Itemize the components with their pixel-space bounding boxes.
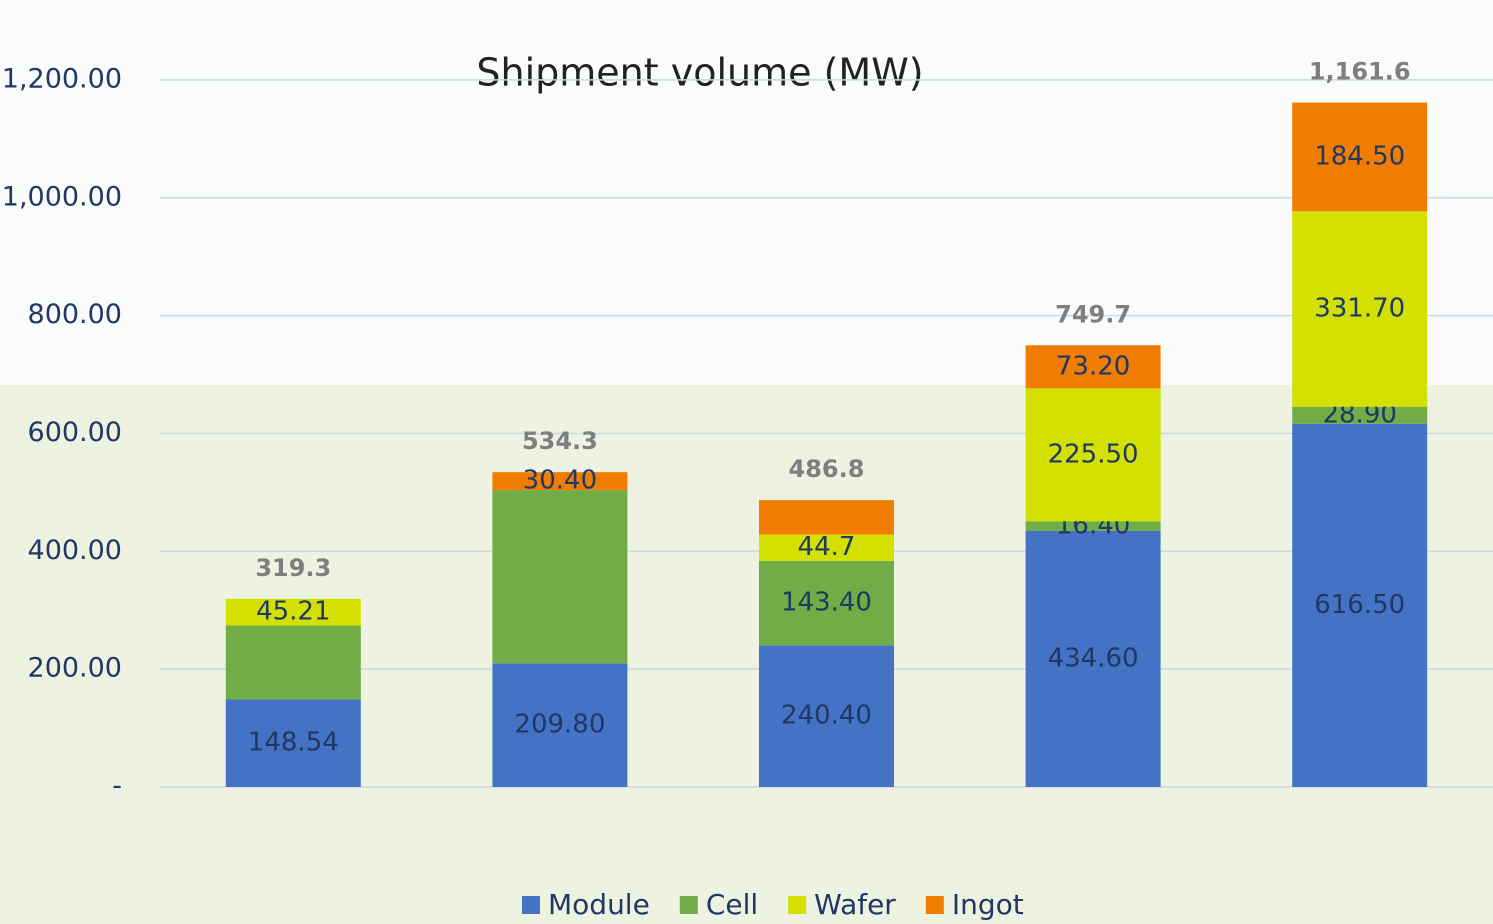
legend-swatch: [926, 896, 944, 914]
legend-swatch: [788, 896, 806, 914]
data-label: 44.7: [798, 532, 856, 562]
y-tick-label: 600.00: [28, 417, 122, 448]
total-label: 486.8: [789, 455, 865, 483]
legend-label: Wafer: [814, 888, 896, 921]
chart: Shipment volume (MW) - 200.00 400.00 600.00…: [0, 0, 1493, 924]
total-label: 534.3: [522, 427, 598, 455]
bar-segment: [226, 625, 361, 699]
legend-swatch: [680, 896, 698, 914]
chart-title: Shipment volume (MW): [476, 51, 923, 95]
legend-label: Ingot: [952, 888, 1024, 921]
data-label: 45.21: [256, 597, 330, 627]
legend-swatch: [522, 896, 540, 914]
data-label: 73.20: [1056, 351, 1130, 381]
y-tick-label: 1,200.00: [2, 63, 122, 94]
y-tick-label: 800.00: [28, 299, 122, 330]
y-tick-label: 1,000.00: [2, 181, 122, 212]
total-label: 319.3: [255, 554, 331, 582]
y-tick-label: 400.00: [28, 535, 122, 566]
data-label: 30.40: [523, 466, 597, 496]
data-label: 209.80: [514, 710, 605, 740]
total-label: 1,161.6: [1309, 58, 1411, 86]
data-label: 616.50: [1314, 590, 1405, 620]
data-label: 240.40: [781, 701, 872, 731]
bar-segment: [759, 500, 894, 534]
data-label: 143.40: [781, 588, 872, 618]
data-label: 434.60: [1048, 643, 1139, 673]
bar-segment: [492, 490, 627, 663]
legend-label: Cell: [706, 888, 758, 921]
total-label: 749.7: [1055, 300, 1131, 328]
background-bottom: [0, 385, 1493, 924]
data-label: 225.50: [1048, 439, 1139, 469]
y-tick-label: 200.00: [28, 653, 122, 684]
data-label: 184.50: [1314, 141, 1405, 171]
legend-label: Module: [548, 888, 650, 921]
data-label: 331.70: [1314, 293, 1405, 323]
y-tick-label: -: [112, 771, 122, 802]
data-label: 148.54: [248, 728, 339, 758]
